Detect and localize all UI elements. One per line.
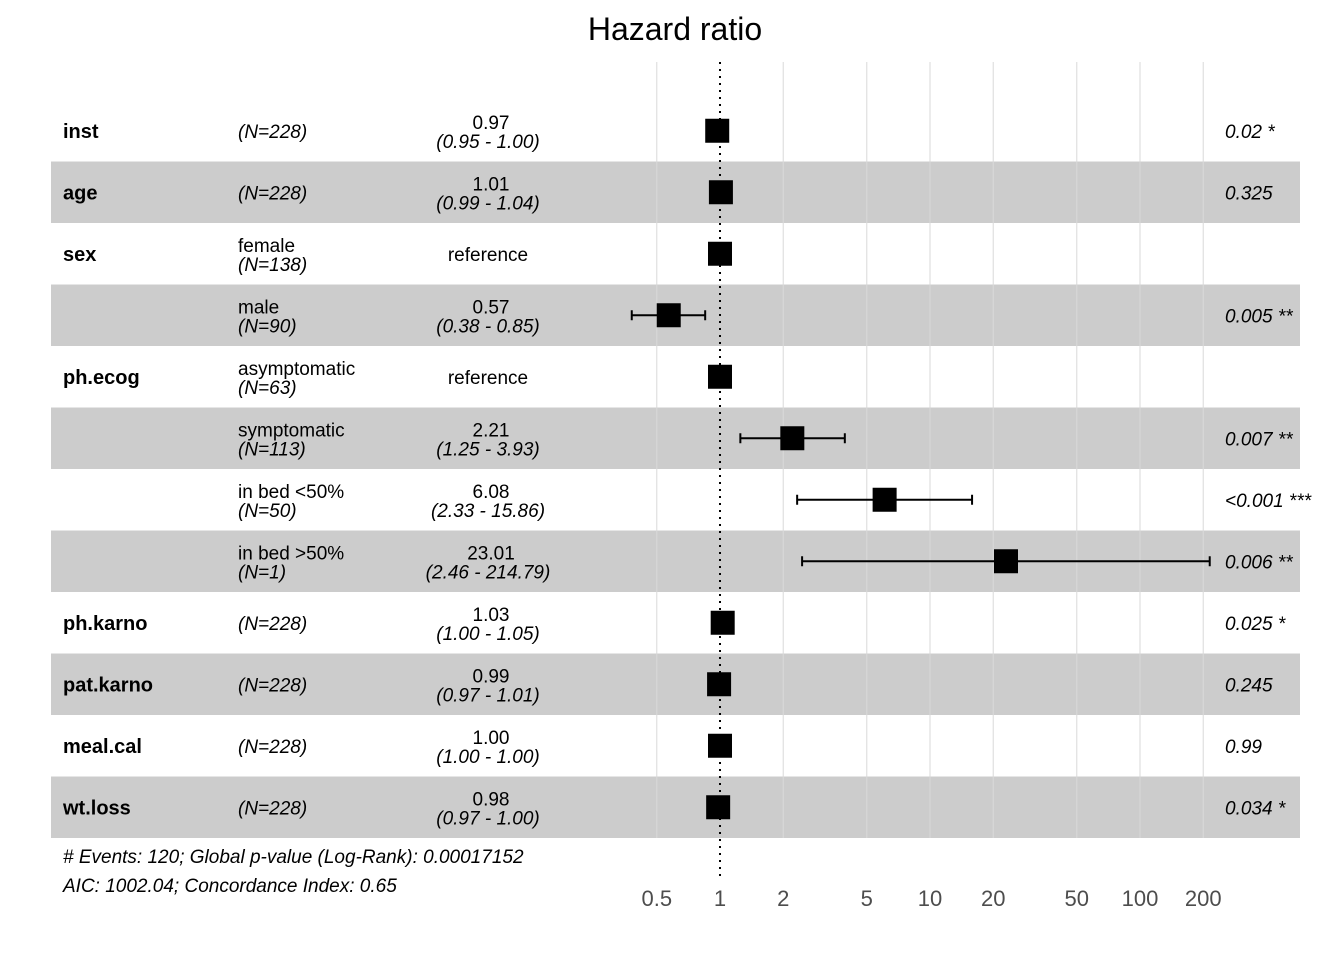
variable-label: ph.karno [63, 613, 147, 635]
estimate-label: 2.21 [473, 420, 510, 441]
n-label: (N=228) [238, 614, 307, 635]
p-value-label: 0.245 [1225, 675, 1273, 696]
p-value-label: 0.034 * [1225, 798, 1286, 819]
estimate-label: 0.57 [473, 297, 510, 318]
estimate-label: 0.99 [473, 666, 510, 687]
variable-label: wt.loss [62, 797, 131, 819]
row-band [51, 776, 1300, 838]
p-value-label: 0.007 ** [1225, 429, 1293, 450]
footnote-aic: AIC: 1002.04; Concordance Index: 0.65 [62, 876, 397, 897]
n-label: (N=63) [238, 378, 297, 399]
variable-label: inst [63, 121, 99, 143]
x-tick-label: 1 [714, 886, 726, 911]
ci-label: (0.97 - 1.00) [436, 808, 540, 829]
level-label: in bed <50% [238, 482, 344, 503]
x-gridlines [656, 62, 1204, 838]
hazard-ratio-point [656, 303, 681, 328]
row-band [51, 407, 1300, 469]
hazard-ratio-point [710, 610, 735, 635]
level-label: symptomatic [238, 420, 345, 441]
p-value-label: 0.025 * [1225, 614, 1286, 635]
n-label: (N=228) [238, 737, 307, 758]
estimate-label: reference [448, 368, 528, 389]
hazard-ratio-point [872, 487, 897, 512]
hazard-ratio-point [708, 733, 732, 758]
hazard-ratio-point [705, 118, 730, 143]
variable-label: age [63, 182, 97, 204]
ci-label: (0.38 - 0.85) [436, 316, 540, 337]
n-label: (N=90) [238, 316, 297, 337]
p-value-label: 0.005 ** [1225, 306, 1293, 327]
n-label: (N=138) [238, 255, 307, 276]
x-tick-label: 0.5 [641, 886, 672, 911]
row-labels: inst (N=228) 0.97(0.95 - 1.00) 0.02 * age (N=… [62, 113, 1312, 830]
x-tick-label: 5 [861, 886, 873, 911]
ci-label: (1.25 - 3.93) [436, 439, 540, 460]
p-value-label: <0.001 *** [1225, 491, 1312, 512]
p-value-label: 0.99 [1225, 737, 1262, 758]
row-band [51, 653, 1300, 715]
estimate-label: 0.98 [473, 789, 510, 810]
hazard-ratio-point [994, 549, 1019, 574]
hazard-ratio-point [708, 180, 733, 205]
x-tick-label: 100 [1122, 886, 1159, 911]
n-label: (N=228) [238, 122, 307, 143]
ci-label: (1.00 - 1.00) [436, 747, 540, 768]
level-label: asymptomatic [238, 359, 355, 380]
x-tick-label: 20 [981, 886, 1005, 911]
ci-label: (0.99 - 1.04) [436, 193, 540, 214]
x-tick-label: 200 [1185, 886, 1222, 911]
variable-label: pat.karno [63, 674, 153, 696]
level-label: in bed >50% [238, 543, 344, 564]
ci-label: (0.97 - 1.01) [436, 685, 540, 706]
estimate-label: 1.00 [473, 728, 510, 749]
p-value-label: 0.325 [1225, 183, 1273, 204]
n-label: (N=228) [238, 675, 307, 696]
n-label: (N=113) [238, 439, 306, 460]
estimate-label: 1.03 [473, 605, 510, 626]
estimate-marks [630, 118, 1211, 820]
variable-label: sex [63, 244, 96, 266]
estimate-label: 23.01 [467, 543, 515, 564]
estimate-label: reference [448, 245, 528, 266]
ci-label: (2.33 - 15.86) [431, 501, 545, 522]
level-label: male [238, 297, 279, 318]
variable-label: meal.cal [63, 736, 142, 758]
ci-label: (2.46 - 214.79) [426, 562, 551, 583]
ci-label: (1.00 - 1.05) [436, 624, 540, 645]
hazard-ratio-point [706, 795, 731, 820]
p-value-label: 0.02 * [1225, 122, 1275, 143]
x-tick-label: 50 [1065, 886, 1089, 911]
footnote-events: # Events: 120; Global p-value (Log-Rank)… [63, 847, 524, 868]
n-label: (N=50) [238, 501, 297, 522]
hazard-ratio-point [707, 672, 732, 697]
row-bands [51, 161, 1300, 838]
hazard-ratio-point [708, 364, 732, 389]
hazard-ratio-point [708, 241, 732, 266]
n-label: (N=1) [238, 562, 286, 583]
row-band [51, 161, 1300, 223]
n-label: (N=228) [238, 798, 307, 819]
p-value-label: 0.006 ** [1225, 552, 1293, 573]
estimate-label: 1.01 [473, 174, 510, 195]
hazard-ratio-point [780, 426, 805, 451]
chart-title: Hazard ratio [588, 11, 762, 47]
level-label: female [238, 236, 295, 257]
x-tick-labels: 0.5 1 2 5 10 20 50 100 200 [641, 886, 1221, 911]
estimate-label: 0.97 [473, 113, 510, 134]
n-label: (N=228) [238, 183, 307, 204]
variable-label: ph.ecog [63, 367, 140, 389]
estimate-label: 6.08 [473, 482, 510, 503]
ci-label: (0.95 - 1.00) [436, 132, 540, 153]
x-tick-label: 2 [777, 886, 789, 911]
x-tick-label: 10 [918, 886, 942, 911]
